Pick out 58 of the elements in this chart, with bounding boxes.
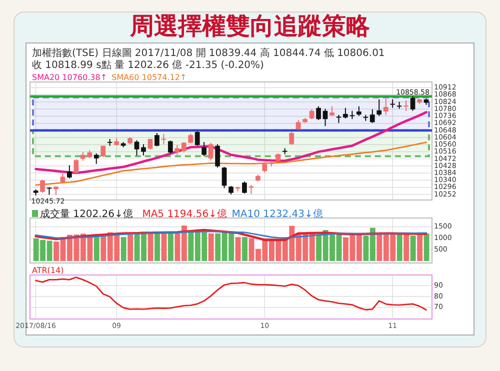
candlestick <box>181 142 186 153</box>
bar <box>242 237 248 261</box>
series-label: MA10 1232.43↓億 <box>232 208 323 220</box>
bar <box>235 237 241 261</box>
candlestick <box>383 98 388 116</box>
bar <box>168 232 174 261</box>
candlestick <box>404 100 408 112</box>
candlestick <box>309 108 314 120</box>
candlestick <box>40 179 45 194</box>
text: SMA60 10574.12↑ <box>112 73 187 82</box>
series-label: MA5 1194.56↓億 <box>142 208 227 220</box>
candlestick <box>376 98 382 117</box>
chart-title: 周選擇權雙向追蹤策略 <box>129 11 371 40</box>
text: SMA20 10760.38↑ <box>32 73 108 82</box>
bar <box>154 232 160 261</box>
candlestick <box>188 133 194 144</box>
candlestick <box>343 107 348 119</box>
candlestick <box>215 144 220 168</box>
bar <box>94 237 100 261</box>
candlestick <box>154 132 160 147</box>
line-series <box>35 230 427 239</box>
candlestick <box>356 106 362 117</box>
bar <box>410 236 416 261</box>
bar <box>404 233 410 261</box>
bar <box>208 233 214 261</box>
candlestick <box>316 106 321 121</box>
series-label: ATR(14) <box>32 266 64 275</box>
legend-label: 成交量 1202.26↓億 <box>40 208 133 220</box>
candlestick <box>94 152 99 164</box>
candlestick <box>194 130 200 146</box>
chart-subtitle: 加權指數(TSE) 日線圖 2017/11/08 開 10839.44 高 10844.74 低 10806.01 收 10818.99 s點 量 1202.26 億 -21.35 (-0.20%) <box>32 47 385 71</box>
candlestick <box>330 106 334 117</box>
candlestick <box>134 140 140 156</box>
bar <box>128 234 134 261</box>
bar <box>120 237 126 261</box>
candlestick <box>161 134 166 145</box>
candlestick <box>410 96 416 112</box>
candlestick <box>208 142 214 161</box>
line-series <box>34 228 428 242</box>
candlestick <box>242 181 247 194</box>
candlestick <box>322 108 328 127</box>
bar <box>417 232 423 261</box>
line-series <box>35 276 427 311</box>
candlestick <box>141 144 146 156</box>
candlestick <box>370 108 375 124</box>
candlestick <box>168 140 173 154</box>
candlestick <box>74 158 79 174</box>
bar <box>424 234 430 261</box>
candlestick <box>60 173 66 184</box>
line-series <box>35 142 427 186</box>
candlestick <box>202 142 206 157</box>
candlestick <box>174 144 180 156</box>
candlestick <box>289 132 294 146</box>
candlestick <box>222 166 227 189</box>
candlestick <box>296 120 301 130</box>
candlestick <box>67 164 72 179</box>
candlestick <box>262 162 268 173</box>
bar <box>396 234 402 261</box>
